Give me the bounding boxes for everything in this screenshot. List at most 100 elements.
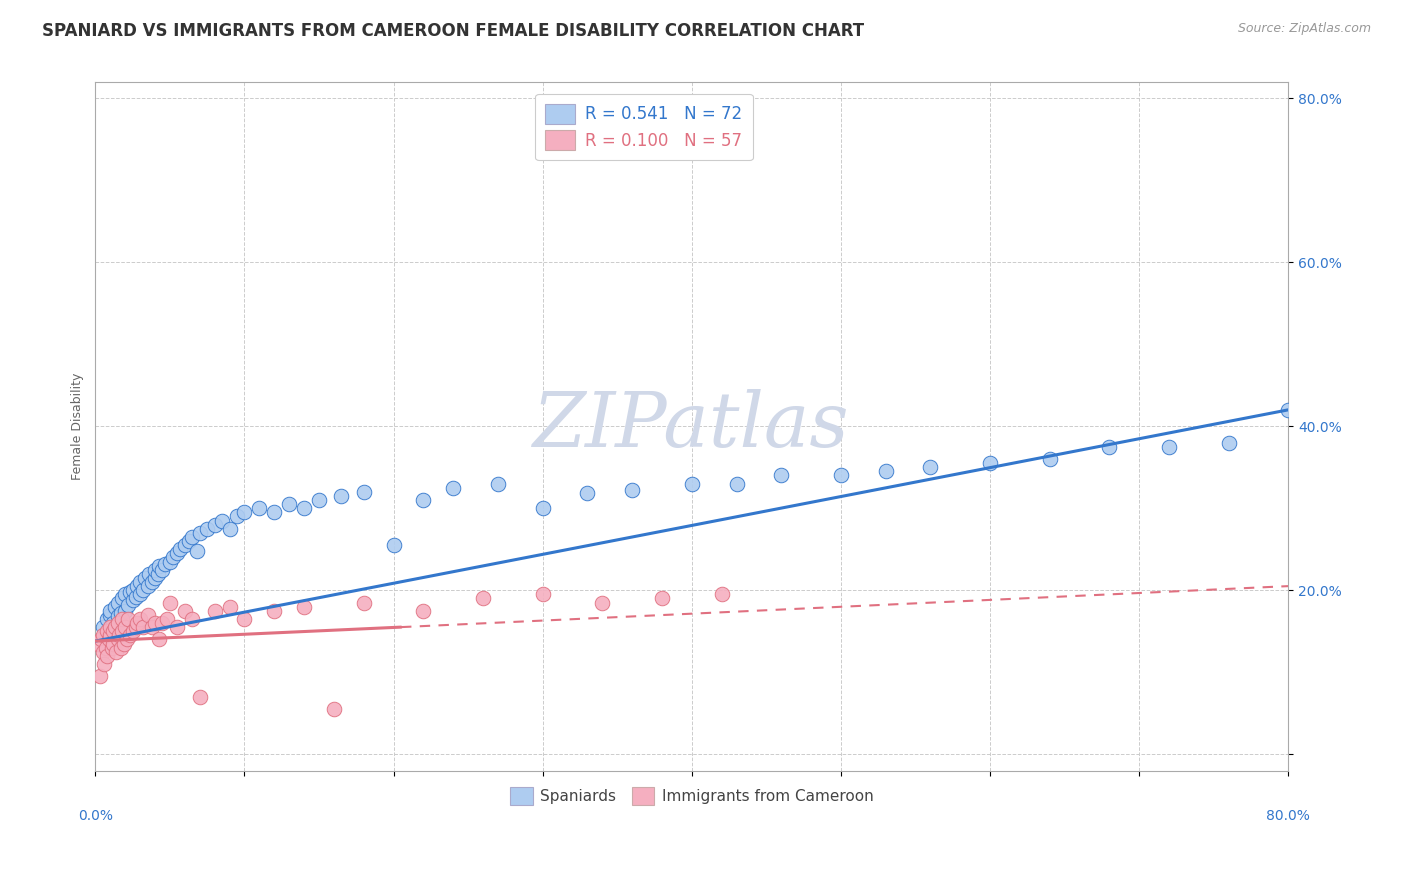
Point bbox=[111, 624, 134, 639]
Point bbox=[111, 591, 134, 606]
Point bbox=[322, 702, 344, 716]
Point bbox=[117, 598, 139, 612]
Point bbox=[132, 583, 155, 598]
Point bbox=[107, 595, 129, 609]
Point bbox=[681, 476, 703, 491]
Point bbox=[188, 690, 211, 704]
Point bbox=[103, 615, 125, 630]
Point bbox=[292, 501, 315, 516]
Text: 80.0%: 80.0% bbox=[1267, 809, 1310, 823]
Point bbox=[166, 546, 188, 560]
Point bbox=[129, 612, 152, 626]
Point bbox=[1157, 440, 1180, 454]
Point bbox=[143, 563, 166, 577]
Point bbox=[146, 566, 169, 581]
Point bbox=[118, 585, 141, 599]
Point bbox=[90, 632, 112, 647]
Point bbox=[226, 509, 249, 524]
Point bbox=[278, 497, 301, 511]
Point bbox=[118, 628, 141, 642]
Point bbox=[89, 669, 111, 683]
Point bbox=[166, 620, 188, 634]
Point bbox=[353, 595, 375, 609]
Point bbox=[353, 484, 375, 499]
Point bbox=[108, 628, 131, 642]
Point bbox=[233, 612, 256, 626]
Point bbox=[141, 574, 163, 589]
Point bbox=[127, 579, 149, 593]
Point bbox=[156, 612, 179, 626]
Point bbox=[531, 587, 554, 601]
Point bbox=[486, 476, 509, 491]
Point bbox=[1039, 452, 1062, 467]
Point bbox=[93, 657, 115, 671]
Point bbox=[111, 612, 134, 626]
Point bbox=[110, 640, 132, 655]
Point bbox=[124, 620, 146, 634]
Point bbox=[105, 645, 128, 659]
Point bbox=[136, 579, 159, 593]
Point bbox=[124, 590, 146, 604]
Point bbox=[247, 501, 270, 516]
Point bbox=[115, 632, 138, 647]
Point bbox=[292, 599, 315, 614]
Point bbox=[155, 557, 177, 571]
Point bbox=[979, 456, 1001, 470]
Point bbox=[98, 620, 121, 634]
Point bbox=[186, 544, 208, 558]
Point bbox=[204, 517, 226, 532]
Point bbox=[98, 607, 121, 622]
Point bbox=[173, 604, 195, 618]
Point bbox=[441, 481, 464, 495]
Point bbox=[129, 587, 152, 601]
Point bbox=[162, 550, 184, 565]
Point bbox=[143, 615, 166, 630]
Point bbox=[1098, 440, 1121, 454]
Legend: Spaniards, Immigrants from Cameroon: Spaniards, Immigrants from Cameroon bbox=[501, 778, 883, 814]
Text: Source: ZipAtlas.com: Source: ZipAtlas.com bbox=[1237, 22, 1371, 36]
Point bbox=[188, 525, 211, 540]
Point bbox=[91, 645, 114, 659]
Point bbox=[204, 604, 226, 618]
Point bbox=[263, 604, 285, 618]
Point bbox=[148, 632, 170, 647]
Point bbox=[710, 587, 733, 601]
Point bbox=[159, 555, 181, 569]
Point bbox=[725, 476, 748, 491]
Point bbox=[91, 628, 114, 642]
Point bbox=[263, 505, 285, 519]
Point bbox=[152, 563, 174, 577]
Point bbox=[103, 624, 125, 639]
Point bbox=[159, 595, 181, 609]
Point bbox=[770, 468, 793, 483]
Point bbox=[132, 620, 155, 634]
Point bbox=[181, 530, 204, 544]
Point bbox=[382, 538, 405, 552]
Y-axis label: Female Disability: Female Disability bbox=[72, 373, 84, 480]
Point bbox=[112, 636, 135, 650]
Point bbox=[211, 514, 233, 528]
Point bbox=[308, 493, 330, 508]
Point bbox=[330, 489, 353, 503]
Point bbox=[218, 522, 240, 536]
Point bbox=[121, 624, 143, 639]
Point bbox=[148, 558, 170, 573]
Point bbox=[412, 493, 434, 508]
Point bbox=[98, 628, 121, 642]
Point bbox=[1218, 435, 1240, 450]
Point bbox=[875, 464, 897, 478]
Point bbox=[141, 620, 163, 634]
Point bbox=[830, 468, 852, 483]
Point bbox=[179, 534, 201, 549]
Point bbox=[96, 624, 118, 639]
Point bbox=[138, 566, 160, 581]
Point bbox=[169, 542, 191, 557]
Point bbox=[104, 599, 127, 614]
Point bbox=[100, 640, 122, 655]
Point bbox=[107, 615, 129, 630]
Point bbox=[107, 632, 129, 647]
Point bbox=[233, 505, 256, 519]
Point bbox=[651, 591, 673, 606]
Text: ZIPatlas: ZIPatlas bbox=[533, 389, 851, 463]
Point bbox=[621, 483, 644, 498]
